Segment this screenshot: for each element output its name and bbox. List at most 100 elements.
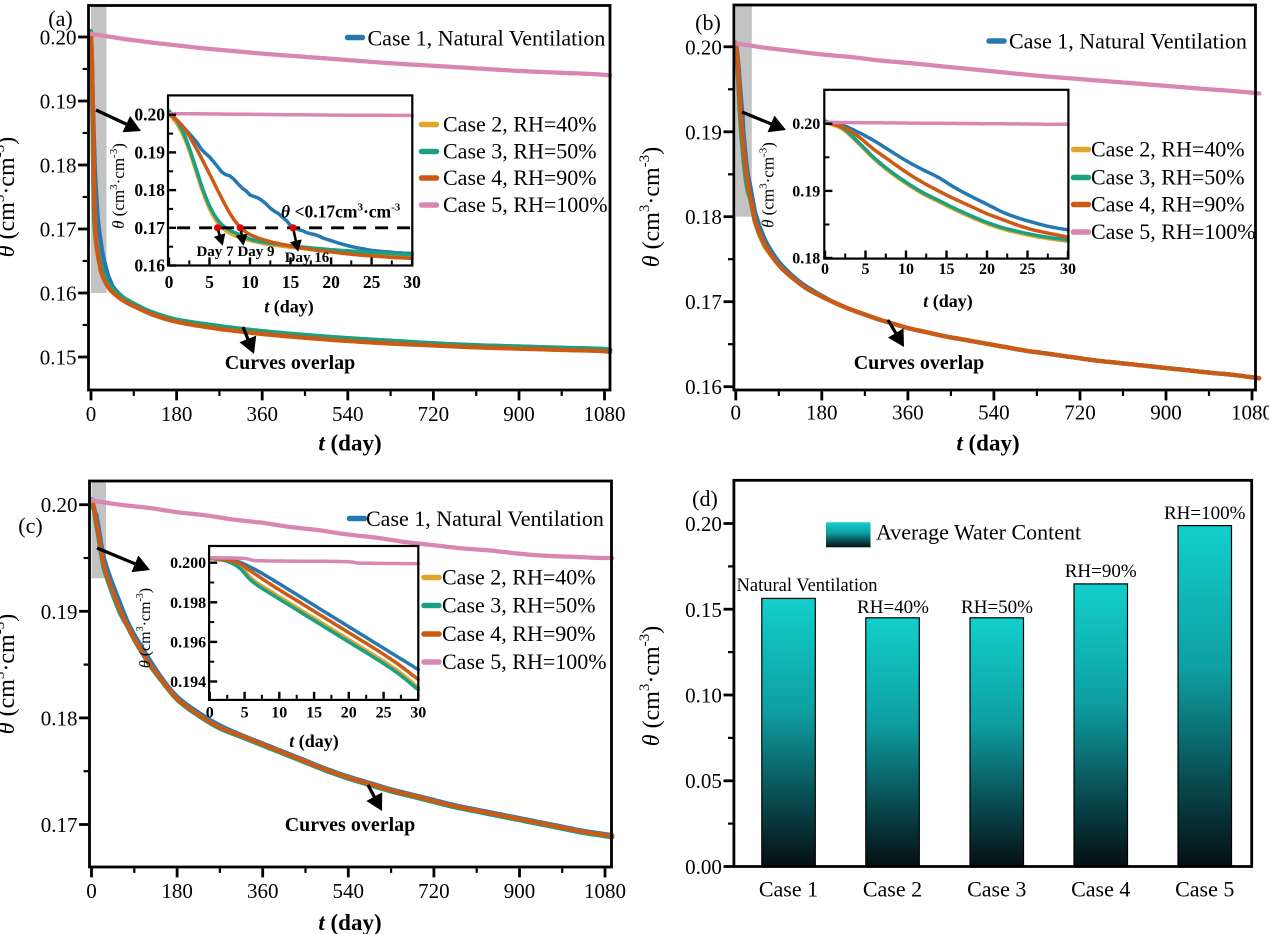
svg-text:25: 25 <box>376 704 392 721</box>
svg-text:(b): (b) <box>695 10 721 35</box>
svg-text:t (day): t (day) <box>264 297 314 318</box>
svg-text:RH=90%: RH=90% <box>1065 561 1137 582</box>
svg-text:θ (cm3​·cm-3​): θ (cm3​·cm-3​) <box>0 137 20 257</box>
svg-text:Case 3, RH=50%: Case 3, RH=50% <box>1091 165 1245 190</box>
svg-text:10: 10 <box>898 261 914 278</box>
svg-text:0.16: 0.16 <box>685 375 722 399</box>
svg-text:0.198: 0.198 <box>170 595 206 612</box>
svg-text:0.20: 0.20 <box>40 26 77 50</box>
svg-text:0.19: 0.19 <box>685 120 722 144</box>
svg-text:0.05: 0.05 <box>685 769 722 793</box>
svg-text:Case 2: Case 2 <box>863 877 922 902</box>
svg-text:0.20: 0.20 <box>41 493 78 517</box>
svg-text:20: 20 <box>979 261 995 278</box>
svg-text:(c): (c) <box>18 513 42 538</box>
svg-text:0.19: 0.19 <box>40 90 77 114</box>
svg-text:Case 2, RH=40%: Case 2, RH=40% <box>443 112 597 137</box>
svg-text:0.19: 0.19 <box>134 142 165 162</box>
svg-text:0.16: 0.16 <box>40 282 77 306</box>
svg-text:θ (cm3​·cm-3​): θ (cm3​·cm-3​) <box>108 143 128 229</box>
svg-text:0: 0 <box>86 879 97 903</box>
svg-text:900: 900 <box>504 879 536 903</box>
svg-text:Case 5: Case 5 <box>1175 877 1234 902</box>
svg-text:0.18: 0.18 <box>40 154 77 178</box>
svg-text:RH=50%: RH=50% <box>961 597 1033 618</box>
svg-text:0.18: 0.18 <box>41 706 78 730</box>
svg-text:30: 30 <box>1060 261 1076 278</box>
svg-text:20: 20 <box>341 704 357 721</box>
svg-text:0: 0 <box>86 402 97 426</box>
svg-text:Case 3, RH=50%: Case 3, RH=50% <box>442 593 596 618</box>
svg-text:1080: 1080 <box>1231 401 1269 425</box>
svg-text:0.196: 0.196 <box>170 634 206 651</box>
svg-text:0.18: 0.18 <box>134 180 165 200</box>
svg-text:Case 1: Case 1 <box>759 877 818 902</box>
svg-text:0.17: 0.17 <box>134 218 165 238</box>
svg-text:180: 180 <box>161 402 193 426</box>
svg-text:Case 5, RH=100%: Case 5, RH=100% <box>442 649 607 674</box>
svg-text:0.15: 0.15 <box>40 346 77 370</box>
svg-text:0.20: 0.20 <box>134 105 165 125</box>
svg-text:0.17: 0.17 <box>685 290 722 314</box>
svg-text:0: 0 <box>821 261 829 278</box>
svg-text:Day 9: Day 9 <box>237 244 274 260</box>
svg-text:360: 360 <box>247 879 279 903</box>
svg-text:180: 180 <box>161 879 193 903</box>
svg-text:0.200: 0.200 <box>170 555 206 572</box>
svg-text:Case 1, Natural Ventilation: Case 1, Natural Ventilation <box>366 506 604 531</box>
svg-text:15: 15 <box>282 272 300 292</box>
svg-text:5: 5 <box>241 704 249 721</box>
svg-text:Case 3, RH=50%: Case 3, RH=50% <box>443 139 597 164</box>
svg-text:20: 20 <box>322 272 340 292</box>
svg-text:Case 4: Case 4 <box>1071 877 1130 902</box>
svg-text:5: 5 <box>862 261 870 278</box>
svg-text:θ (cm3​·cm-3​): θ (cm3​·cm-3​) <box>0 614 20 734</box>
svg-text:0.10: 0.10 <box>685 684 722 708</box>
svg-text:(d): (d) <box>692 486 718 511</box>
svg-text:Case 5, RH=100%: Case 5, RH=100% <box>1091 219 1256 244</box>
svg-text:RH=100%: RH=100% <box>1164 503 1246 524</box>
svg-text:540: 540 <box>978 401 1010 425</box>
svg-text:10: 10 <box>271 704 287 721</box>
svg-text:0.00: 0.00 <box>685 855 722 879</box>
svg-text:0.20: 0.20 <box>685 512 722 536</box>
svg-text:720: 720 <box>1064 401 1096 425</box>
svg-text:900: 900 <box>1150 401 1182 425</box>
svg-text:0.17: 0.17 <box>41 813 78 837</box>
svg-text:0.16: 0.16 <box>134 256 165 276</box>
svg-text:Case 1, Natural Ventilation: Case 1, Natural Ventilation <box>368 26 606 51</box>
svg-text:5: 5 <box>205 272 214 292</box>
svg-text:Case 1, Natural Ventilation: Case 1, Natural Ventilation <box>1009 29 1247 54</box>
svg-text:180: 180 <box>806 401 838 425</box>
svg-text:Case 5, RH=100%: Case 5, RH=100% <box>443 192 608 217</box>
svg-text:t (day): t (day) <box>923 291 973 312</box>
svg-text:25: 25 <box>363 272 381 292</box>
svg-text:θ <0.17cm3​·cm-3​: θ <0.17cm3​·cm-3​ <box>281 202 401 222</box>
svg-text:720: 720 <box>418 879 450 903</box>
svg-text:t (day): t (day) <box>318 910 381 934</box>
svg-text:Curves overlap: Curves overlap <box>285 814 416 836</box>
svg-text:θ (cm3​·cm-3​): θ (cm3​·cm-3​) <box>758 142 778 228</box>
svg-text:t (day): t (day) <box>318 431 381 456</box>
svg-text:θ (cm3​·cm-3​): θ (cm3​·cm-3​) <box>637 626 665 746</box>
svg-text:θ (cm3​·cm-3​): θ (cm3​·cm-3​) <box>637 147 665 267</box>
svg-text:Curves overlap: Curves overlap <box>225 352 356 374</box>
svg-text:Curves overlap: Curves overlap <box>854 352 985 374</box>
svg-text:Case 2, RH=40%: Case 2, RH=40% <box>1091 137 1245 162</box>
svg-text:360: 360 <box>246 402 278 426</box>
svg-text:1080: 1080 <box>584 879 626 903</box>
svg-text:30: 30 <box>410 704 426 721</box>
svg-text:10: 10 <box>241 272 259 292</box>
svg-text:540: 540 <box>332 402 364 426</box>
svg-text:720: 720 <box>418 402 450 426</box>
svg-text:0: 0 <box>165 272 174 292</box>
svg-text:Case 4, RH=90%: Case 4, RH=90% <box>1091 192 1245 217</box>
svg-text:0: 0 <box>206 704 214 721</box>
svg-text:900: 900 <box>503 402 535 426</box>
svg-text:15: 15 <box>939 261 955 278</box>
svg-text:Average Water Content: Average Water Content <box>876 520 1081 545</box>
svg-text:0.20: 0.20 <box>792 116 820 133</box>
svg-text:0.19: 0.19 <box>792 183 820 200</box>
svg-text:1080: 1080 <box>584 402 626 426</box>
svg-text:Case 4, RH=90%: Case 4, RH=90% <box>443 165 597 190</box>
